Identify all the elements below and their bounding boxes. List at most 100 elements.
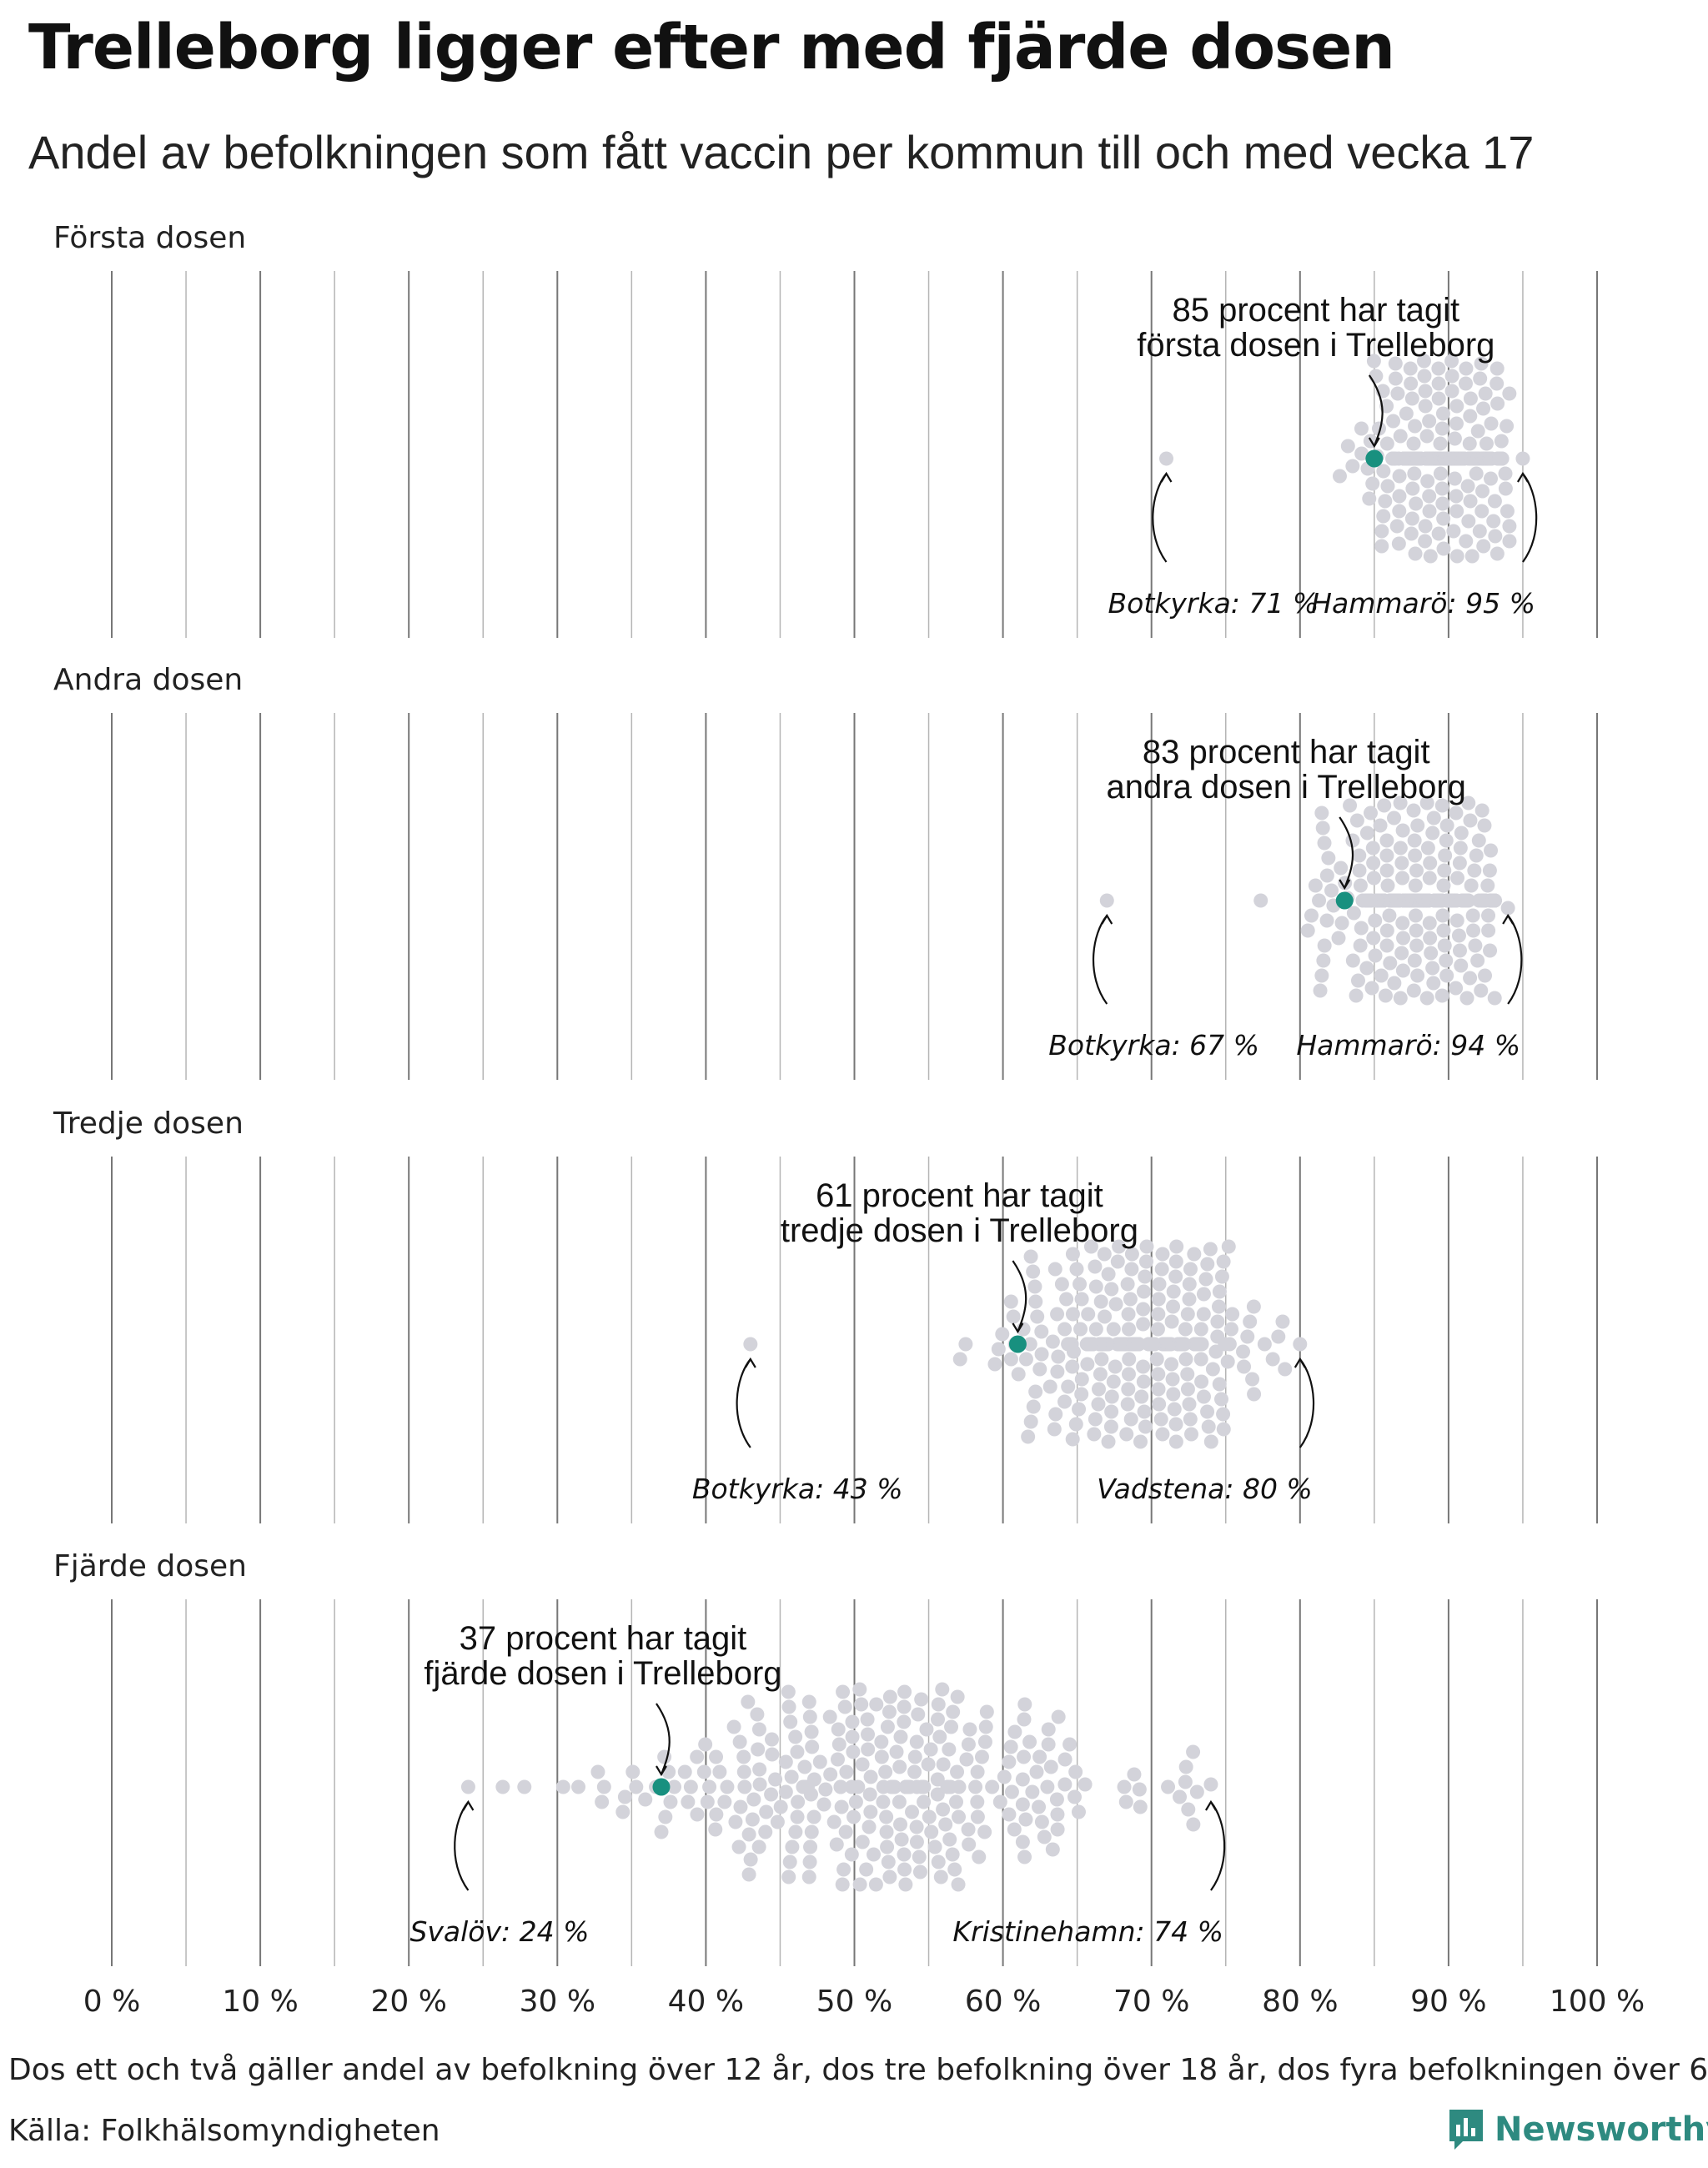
municipality-dot xyxy=(1051,1349,1066,1364)
municipality-dot xyxy=(1216,1254,1231,1269)
municipality-dot xyxy=(912,1849,927,1864)
municipality-dot xyxy=(1393,795,1408,810)
municipality-dot xyxy=(1366,354,1381,369)
municipality-dot xyxy=(1080,1357,1095,1372)
municipality-dot xyxy=(804,1824,819,1839)
municipality-dot xyxy=(1422,871,1437,886)
municipality-dot xyxy=(1474,504,1489,519)
municipality-dot xyxy=(844,1847,859,1862)
municipality-dot xyxy=(947,1862,962,1877)
municipality-dot xyxy=(737,1779,752,1794)
municipality-dot xyxy=(1271,1329,1286,1344)
municipality-dot xyxy=(790,1744,805,1759)
trelleborg-dot xyxy=(652,1778,671,1796)
municipality-dot xyxy=(952,1779,967,1794)
municipality-dot xyxy=(1161,1779,1176,1794)
municipality-dot xyxy=(1132,1782,1147,1797)
municipality-dot xyxy=(1433,436,1448,451)
municipality-dot xyxy=(970,1809,985,1824)
municipality-dot xyxy=(1461,893,1476,908)
municipality-dot xyxy=(1312,893,1327,908)
x-tick-label: 80 % xyxy=(1262,1985,1338,2019)
municipality-dot xyxy=(1466,923,1481,938)
municipality-dot xyxy=(1124,1262,1139,1277)
municipality-dot xyxy=(844,1779,859,1794)
municipality-dot xyxy=(1435,908,1450,923)
municipality-dot xyxy=(805,1739,820,1754)
municipality-dot xyxy=(1106,1374,1121,1389)
municipality-dot xyxy=(1436,541,1451,556)
municipality-dot xyxy=(1134,1389,1149,1404)
municipality-dot xyxy=(1407,833,1422,848)
municipality-dot xyxy=(1353,938,1368,953)
municipality-dot xyxy=(1463,971,1478,986)
source-note: Källa: Folkhälsomyndigheten xyxy=(8,2114,440,2148)
municipality-dot xyxy=(1362,491,1377,506)
municipality-dot xyxy=(1419,429,1434,444)
municipality-dot xyxy=(617,1789,632,1804)
municipality-dot xyxy=(1181,1802,1196,1817)
municipality-dot xyxy=(1079,1337,1094,1352)
min-arrow-head xyxy=(1160,471,1173,483)
municipality-dot xyxy=(1434,421,1449,436)
municipality-dot xyxy=(1151,1382,1166,1397)
max-arrow xyxy=(1299,1358,1315,1448)
municipality-dot xyxy=(1059,1292,1074,1307)
brand-name: Newsworthy xyxy=(1494,2110,1708,2149)
municipality-dot xyxy=(1278,1362,1293,1377)
municipality-dot xyxy=(898,1877,913,1892)
municipality-dot xyxy=(893,1817,908,1832)
municipality-dot xyxy=(876,1794,891,1809)
municipality-dot xyxy=(889,1744,904,1759)
municipality-dot xyxy=(1383,956,1398,971)
highlight-arrow-head xyxy=(1339,879,1351,891)
municipality-dot xyxy=(1120,1397,1135,1412)
municipality-dot xyxy=(1177,1337,1192,1352)
municipality-dot xyxy=(1074,1292,1089,1307)
municipality-dot xyxy=(880,1719,895,1734)
municipality-dot xyxy=(1346,906,1361,921)
municipality-dot xyxy=(1450,871,1465,886)
municipality-dot xyxy=(1425,961,1440,976)
municipality-dot xyxy=(921,1757,936,1772)
municipality-dot xyxy=(1178,1322,1193,1337)
municipality-dot xyxy=(1463,494,1478,509)
municipality-dot xyxy=(1365,476,1380,491)
highlight-arrow xyxy=(1012,1260,1027,1332)
municipality-dot xyxy=(1444,384,1459,399)
municipality-dot xyxy=(1081,1307,1096,1322)
municipality-dot xyxy=(1030,1309,1045,1324)
municipality-dot xyxy=(781,1684,796,1699)
municipality-dot xyxy=(1173,1789,1188,1804)
highlight-label-line2: tredje dosen i Trelleborg xyxy=(781,1212,1138,1249)
municipality-dot xyxy=(1223,1322,1238,1337)
municipality-dot xyxy=(838,1824,853,1839)
municipality-dot xyxy=(1379,436,1394,451)
municipality-dot xyxy=(1380,878,1395,893)
municipality-dot xyxy=(861,1742,876,1757)
municipality-dot xyxy=(1431,361,1446,376)
municipality-dot xyxy=(1345,953,1360,968)
max-arrow xyxy=(1507,915,1523,1005)
municipality-dot xyxy=(839,1764,854,1779)
municipality-dot xyxy=(1340,439,1355,454)
municipality-dot xyxy=(893,1729,908,1744)
municipality-dot xyxy=(938,1817,953,1832)
municipality-dot xyxy=(1365,841,1380,856)
highlight-arrow-head xyxy=(656,1765,667,1777)
municipality-dot xyxy=(945,1847,960,1862)
panel-label: Andra dosen xyxy=(53,663,243,697)
highlight-arrow xyxy=(656,1703,671,1775)
municipality-dot xyxy=(868,1877,883,1892)
trelleborg-dot xyxy=(1365,449,1384,468)
municipality-dot xyxy=(1022,1734,1037,1749)
max-arrow-head xyxy=(1204,1799,1217,1811)
municipality-dot xyxy=(1097,1247,1112,1262)
municipality-dot xyxy=(1363,805,1378,821)
municipality-dot xyxy=(801,1694,816,1709)
max-arrow-head xyxy=(1294,1357,1306,1368)
municipality-dot xyxy=(1166,1387,1181,1402)
municipality-dot xyxy=(1393,429,1408,444)
municipality-dot xyxy=(1065,1247,1080,1262)
municipality-dot xyxy=(1459,991,1474,1006)
